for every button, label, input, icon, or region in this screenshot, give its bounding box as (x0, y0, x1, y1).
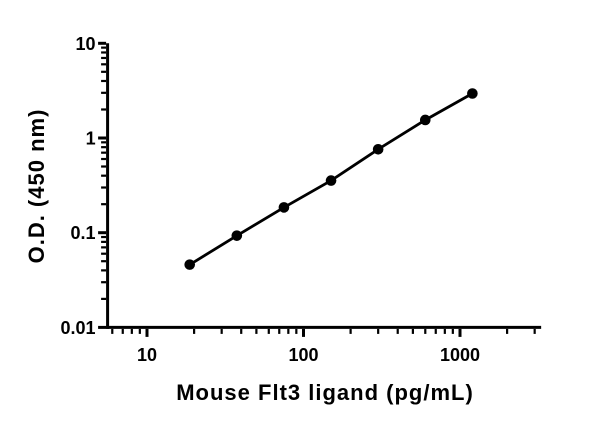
data-point (372, 143, 384, 155)
x-tick-label: 10 (137, 345, 157, 365)
x-tick-label: 100 (288, 345, 318, 365)
y-tick-label: 0.01 (61, 318, 96, 338)
x-tick-label: 1000 (440, 345, 480, 365)
y-axis-title: O.D. (450 nm) (24, 108, 49, 264)
data-point (184, 259, 196, 270)
y-tick-label: 1 (86, 129, 96, 149)
data-point (325, 175, 337, 186)
data-point (467, 88, 478, 99)
data-point (231, 230, 243, 241)
y-tick-label: 0.1 (71, 223, 96, 243)
x-axis-title: Mouse Flt3 ligand (pg/mL) (176, 380, 474, 405)
data-point (419, 114, 431, 126)
data-point (278, 202, 290, 213)
y-tick-label: 10 (76, 34, 96, 54)
